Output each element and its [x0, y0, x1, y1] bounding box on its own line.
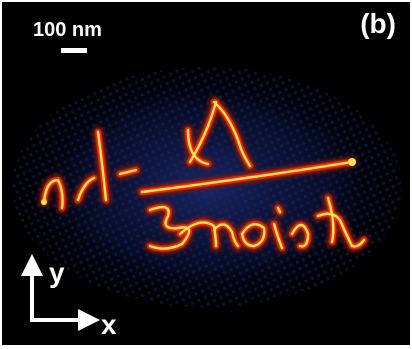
- axis-x-label: x: [101, 309, 117, 340]
- handwritten-formula: [38, 96, 370, 255]
- axis-lines: [30, 274, 82, 322]
- y-arrow-icon: [21, 254, 43, 276]
- axis-y-label: y: [49, 257, 65, 288]
- panel-label: (b): [360, 8, 396, 39]
- scale-bar: [61, 48, 87, 53]
- x-arrow-icon: [78, 309, 100, 331]
- scale-bar-label: 100 nm: [33, 19, 102, 41]
